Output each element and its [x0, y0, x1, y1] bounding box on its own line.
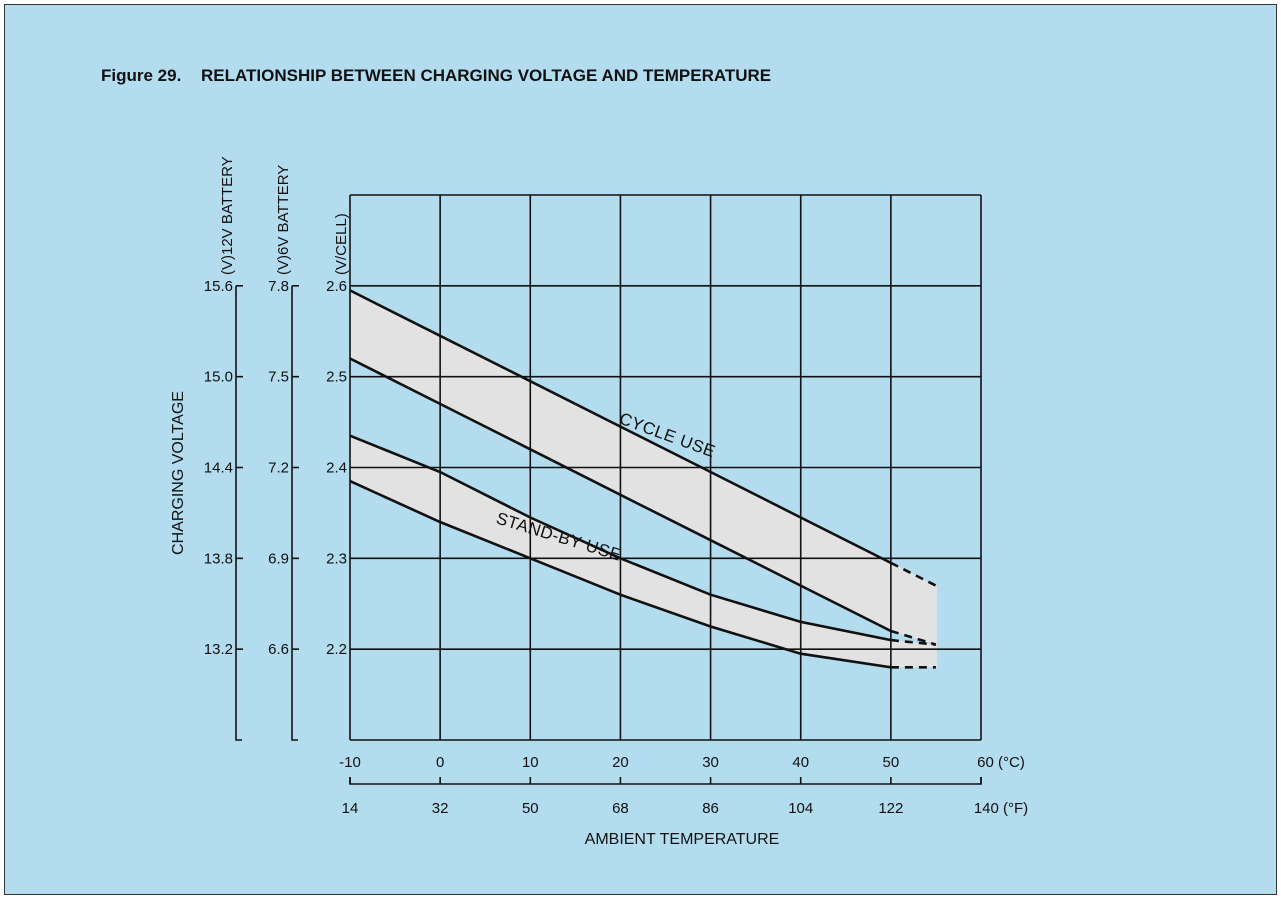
y-axis-v-12v-battery-tick-label: 13.8 [204, 550, 233, 567]
x-tick-label-fahrenheit: 32 [432, 800, 449, 817]
x-tick-label-celsius: 40 [792, 754, 809, 771]
y-axis-v-12v-battery-label: (V)12V BATTERY [219, 156, 236, 275]
y-axis-v-6v-battery-tick-label: 7.8 [268, 278, 289, 295]
y-axis-v-6v-battery-tick-label: 7.5 [268, 369, 289, 386]
stand-by-use-band [350, 435, 936, 668]
x-tick-label-fahrenheit: 104 [788, 800, 813, 817]
stand-by-use-upper-line [349, 434, 892, 642]
x-tick-label-celsius: 0 [436, 754, 444, 771]
figure-label: Figure 29. [101, 66, 181, 85]
x-axis-fahrenheit-line [349, 777, 982, 785]
x-tick-label-fahrenheit: 50 [522, 800, 539, 817]
x-tick-label-fahrenheit: 122 [878, 800, 903, 817]
x-unit-fahrenheit: 140 (°F) [974, 800, 1028, 817]
x-tick-label-celsius: 50 [883, 754, 900, 771]
x-tick-label-celsius: 20 [612, 754, 629, 771]
y-axis-v-6v-battery-tick-label: 7.2 [268, 460, 289, 477]
y-axis-v-cell-tick-label: 2.2 [326, 641, 347, 658]
stand-by-use-lower-line [349, 479, 892, 669]
y-axis-v-12v-battery-tick-label: 15.0 [204, 369, 233, 386]
x-tick-label-celsius: 10 [522, 754, 539, 771]
x-unit-celsius: 60 (°C) [977, 754, 1025, 771]
x-tick-label-celsius: 30 [702, 754, 719, 771]
x-tick-label-fahrenheit: 68 [612, 800, 629, 817]
y-axis-v-cell-tick-label: 2.3 [326, 550, 347, 567]
cycle-use-lower-line [349, 357, 892, 633]
stand-by-use-upper-extrapolated [890, 638, 937, 646]
y-axis-v-cell-tick-label: 2.6 [326, 278, 347, 295]
y-axis-v-6v-battery-tick-label: 6.9 [268, 550, 289, 567]
cycle-use-lower-extrapolated [890, 629, 937, 646]
y-axis-v-cell-label: (V/CELL) [333, 213, 350, 275]
y-axis-v-12v-battery-tick-label: 15.6 [204, 278, 233, 295]
y-axis-v-6v-battery-tick-label: 6.6 [268, 641, 289, 658]
chart-title: RELATIONSHIP BETWEEN CHARGING VOLTAGE AN… [201, 66, 771, 85]
y-axis-title: CHARGING VOLTAGE [170, 391, 187, 555]
x-tick-label-celsius: -10 [339, 754, 361, 771]
cycle-use-upper-line [349, 289, 892, 565]
figure-panel: CYCLE USE STAND-BY USE 2.2 2.3 2.4 2.5 2.6 (V/… [4, 4, 1277, 895]
y-axis-v-12v-battery-tick-label: 14.4 [204, 460, 233, 477]
x-axis-title: AMBIENT TEMPERATURE [585, 831, 780, 848]
x-tick-label-fahrenheit: 86 [702, 800, 719, 817]
y-axis-v-6v-battery-line [291, 285, 298, 741]
y-axis-v-12v-battery-tick-label: 13.2 [204, 641, 233, 658]
y-axis-v-cell-tick-label: 2.4 [326, 460, 347, 477]
y-axis-v-12v-battery-line [235, 285, 242, 741]
y-axis-v-6v-battery-label: (V)6V BATTERY [275, 165, 292, 275]
x-tick-label-fahrenheit: 14 [342, 800, 359, 817]
cycle-use-upper-extrapolated [890, 561, 937, 587]
y-axis-v-cell-tick-label: 2.5 [326, 369, 347, 386]
